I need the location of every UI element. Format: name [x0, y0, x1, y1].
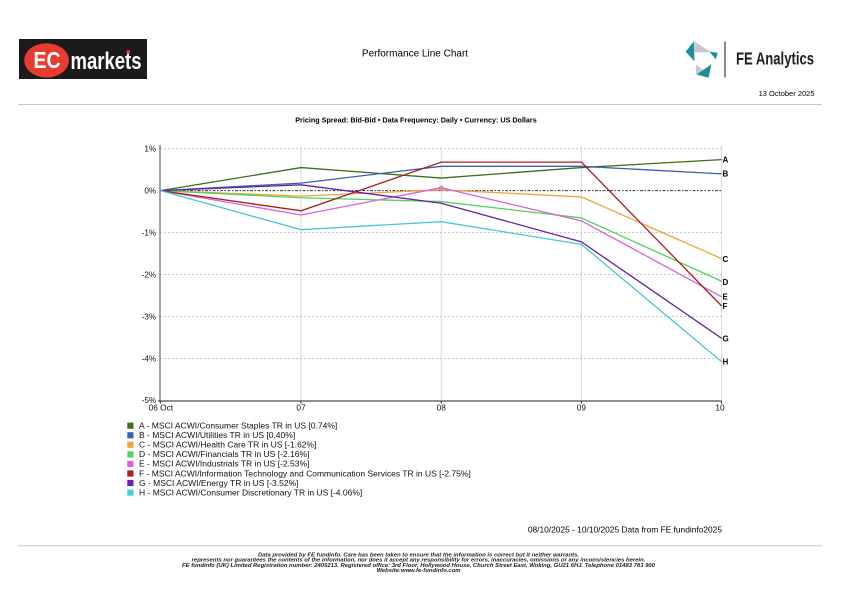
svg-text:markets: markets	[71, 48, 142, 75]
svg-text:A: A	[723, 156, 729, 165]
svg-text:F - MSCI ACWI/Information Tech: F - MSCI ACWI/Information Technology and…	[139, 468, 471, 478]
svg-text:B - MSCI ACWI/Utilities TR in: B - MSCI ACWI/Utilities TR in US [0.40%]	[139, 430, 295, 440]
svg-text:E - MSCI ACWI/Industrials TR i: E - MSCI ACWI/Industrials TR in US [-2.5…	[139, 459, 309, 469]
svg-text:-5%: -5%	[142, 396, 157, 405]
svg-text:EC: EC	[34, 47, 61, 73]
svg-text:D - MSCI ACWI/Financials TR in: D - MSCI ACWI/Financials TR in US [-2.16…	[139, 449, 309, 459]
svg-text:-1%: -1%	[142, 228, 157, 237]
svg-text:C: C	[723, 255, 729, 264]
svg-text:0%: 0%	[144, 187, 156, 196]
svg-text:06 Oct: 06 Oct	[149, 403, 174, 413]
svg-text:FE Analytics: FE Analytics	[736, 49, 814, 69]
svg-text:13 October 2025: 13 October 2025	[759, 89, 815, 98]
svg-text:07: 07	[296, 403, 306, 413]
svg-text:08: 08	[437, 403, 447, 413]
svg-text:FE fundinfo (UK) Limited Regis: FE fundinfo (UK) Limited Registration nu…	[182, 563, 656, 569]
svg-text:-3%: -3%	[142, 312, 157, 321]
svg-text:-4%: -4%	[142, 354, 157, 363]
svg-text:Website:www.fe-fundinfo.com: Website:www.fe-fundinfo.com	[376, 568, 460, 574]
svg-text:G: G	[723, 335, 729, 344]
svg-text:09: 09	[577, 403, 587, 413]
svg-text:E: E	[723, 292, 729, 301]
svg-text:08/10/2025 - 10/10/2025 Data f: 08/10/2025 - 10/10/2025 Data from FE fun…	[528, 524, 723, 534]
svg-text:H: H	[723, 357, 729, 366]
svg-text:F: F	[723, 302, 728, 311]
svg-text:10: 10	[715, 403, 725, 413]
svg-text:represents nor guarantees the: represents nor guarantees the contents o…	[192, 558, 646, 564]
svg-text:Performance Line Chart: Performance Line Chart	[362, 49, 468, 60]
svg-text:H - MSCI ACWI/Consumer Discret: H - MSCI ACWI/Consumer Discretionary TR …	[139, 487, 362, 497]
svg-text:1%: 1%	[144, 145, 156, 154]
svg-text:C - MSCI ACWI/Health Care TR i: C - MSCI ACWI/Health Care TR in US [-1.6…	[139, 440, 316, 450]
svg-text:B: B	[723, 169, 729, 178]
svg-text:-2%: -2%	[142, 270, 157, 279]
svg-text:G - MSCI ACWI/Energy TR in US: G - MSCI ACWI/Energy TR in US [-3.52%]	[139, 478, 299, 488]
svg-text:D: D	[723, 278, 729, 287]
svg-text:A - MSCI ACWI/Consumer Staples: A - MSCI ACWI/Consumer Staples TR in US …	[139, 421, 337, 431]
svg-text:Data provided by FE fundinfo.: Data provided by FE fundinfo. Care has b…	[258, 552, 579, 558]
svg-text:Pricing Spread: Bid-Bid • Data: Pricing Spread: Bid-Bid • Data Frequency…	[295, 115, 536, 124]
